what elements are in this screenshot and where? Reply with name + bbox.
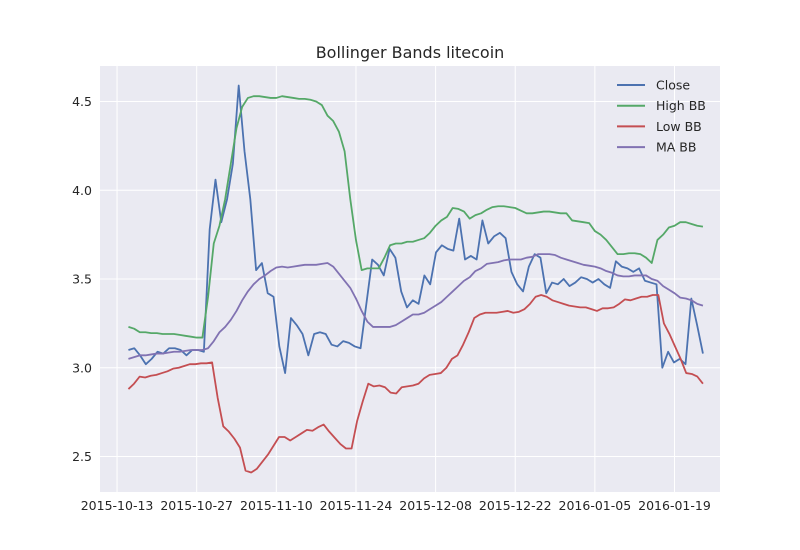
y-tick-label: 4.0 <box>72 183 92 198</box>
legend-label-close: Close <box>656 78 690 93</box>
legend-label-high-bb: High BB <box>656 98 706 113</box>
series-line-low-bb <box>127 294 704 474</box>
series-line-close <box>128 84 704 374</box>
series-line-ma-bb <box>128 253 704 360</box>
grid <box>100 66 720 492</box>
y-tick-label: 3.0 <box>72 360 92 375</box>
x-tick-label: 2015-10-13 <box>81 498 154 513</box>
x-tick-label: 2015-11-10 <box>240 498 313 513</box>
y-axis: 2.5 3.0 3.5 4.0 4.5 <box>72 94 92 464</box>
x-tick-label: 2016-01-05 <box>559 498 632 513</box>
y-tick-label: 4.5 <box>72 94 92 109</box>
y-tick-label: 3.5 <box>72 272 92 287</box>
x-tick-label: 2015-12-22 <box>479 498 552 513</box>
x-tick-label: 2015-11-24 <box>320 498 393 513</box>
legend-label-ma-bb: MA BB <box>656 140 696 155</box>
x-tick-label: 2015-12-08 <box>399 498 472 513</box>
series-line-high-bb <box>128 95 704 339</box>
x-axis: 2015-10-13 2015-10-27 2015-11-10 2015-11-24… <box>81 498 711 513</box>
x-tick-label: 2016-01-19 <box>638 498 711 513</box>
legend-label-low-bb: Low BB <box>656 119 702 134</box>
x-tick-label: 2015-10-27 <box>160 498 233 513</box>
chart-title: Bollinger Bands litecoin <box>316 43 505 62</box>
series-layer <box>127 84 704 474</box>
y-tick-label: 2.5 <box>72 449 92 464</box>
legend: Close High BB Low BB MA BB <box>617 78 706 155</box>
